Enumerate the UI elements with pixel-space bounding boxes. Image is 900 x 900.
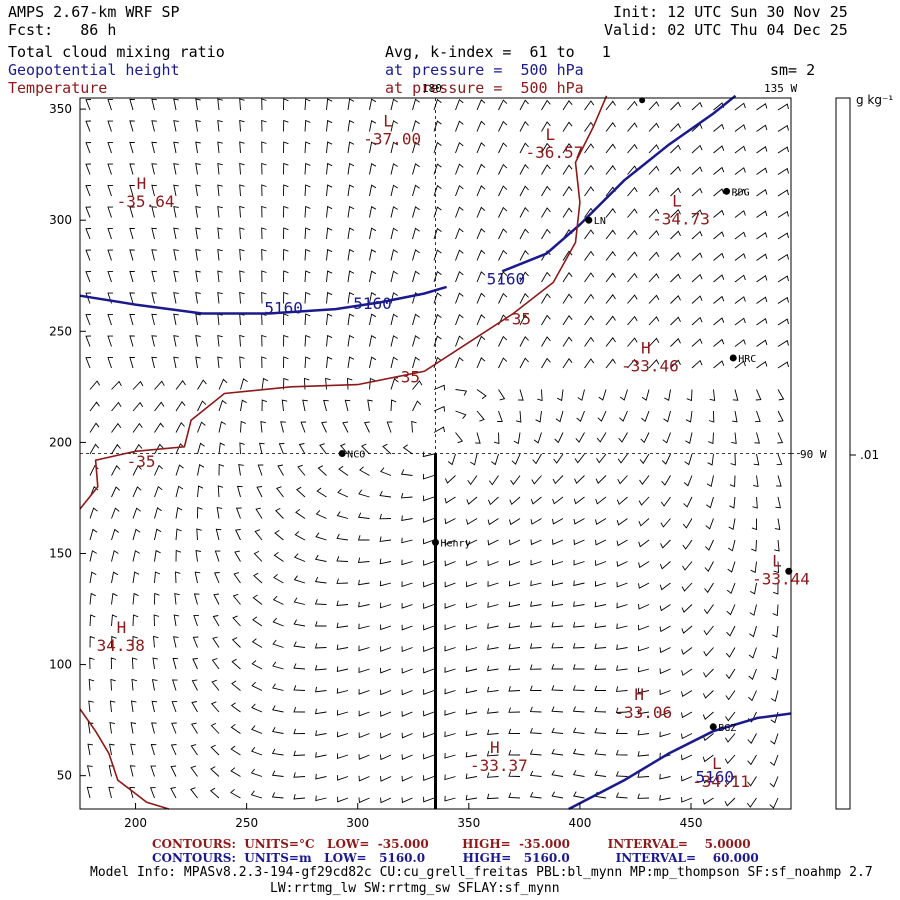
extremum-letter: L	[383, 112, 393, 131]
y-tick-label: 50	[57, 769, 72, 783]
x-tick-label: 250	[235, 816, 258, 830]
extremum-letter: L	[772, 552, 782, 571]
extremum-letter: H	[490, 738, 500, 757]
height-contour-label: 5160	[487, 270, 526, 289]
station-dot	[338, 450, 346, 457]
temp-contour-label: -35	[391, 367, 420, 386]
pressure-height: at pressure = 500 hPa	[385, 61, 584, 79]
longitude-180: 180	[422, 82, 442, 95]
extremum-letter: H	[634, 685, 644, 704]
plot-frame	[79, 97, 792, 810]
wind-barbs	[85, 98, 789, 809]
station-label: HRC	[738, 354, 756, 365]
x-tick-label: 300	[346, 816, 369, 830]
extremum-value: -33.06	[614, 703, 672, 722]
height-contour-west	[79, 285, 447, 315]
temp-contour-label: -35	[502, 310, 531, 329]
extremum-value: -33.46	[621, 356, 679, 375]
station-label: RDG	[732, 187, 750, 198]
extremum-letter: H	[137, 174, 147, 193]
extremum-letter: L	[672, 192, 682, 211]
station-label: NCO	[347, 450, 365, 461]
init-time: Init: 12 UTC Sun 30 Nov 25	[613, 3, 848, 21]
valid-time: Valid: 02 UTC Thu 04 Dec 25	[604, 21, 848, 39]
x-tick-label: 200	[124, 816, 147, 830]
y-tick-label: 150	[49, 546, 72, 560]
colorbar-tick-label: .01	[860, 448, 879, 462]
station-dot	[585, 216, 593, 224]
station-label: BGZ	[718, 723, 736, 734]
barb-field	[85, 98, 789, 809]
extremum-letter: H	[641, 338, 651, 357]
station-label: Henry	[441, 538, 471, 549]
extremum-value: -37.00	[363, 130, 421, 149]
extremum-value: -33.37	[470, 756, 528, 775]
extremum-letter: H	[117, 618, 127, 637]
colorbar-unit: g kg⁻¹	[856, 93, 893, 107]
longitude-90w: 90 W	[800, 448, 827, 461]
station-dot	[639, 97, 646, 104]
extremum-letter: L	[545, 125, 555, 144]
pressure-temp: at pressure = 500 hPa	[385, 79, 584, 97]
model-title: AMPS 2.67-km WRF SP	[8, 3, 180, 21]
x-tick-label: 450	[680, 816, 703, 830]
extremum-value: -36.57	[525, 143, 583, 162]
station-label: LN	[594, 216, 606, 227]
model-info: Model Info: MPASv8.2.3-194-gf29cd82c CU:…	[90, 865, 873, 880]
avg-k-index: Avg, k-index = 61 to 1	[385, 43, 611, 61]
extremum-value: -34.11	[692, 772, 750, 791]
station-dot	[709, 723, 717, 731]
footer-height-contours: CONTOURS: UNITS=m LOW= 5160.0 HIGH= 5160…	[152, 851, 759, 865]
y-tick-label: 300	[49, 213, 72, 227]
lat-lon-grid	[80, 98, 801, 809]
station-dot	[729, 354, 737, 362]
extremum-letter: L	[712, 754, 722, 773]
forecast-hour: Fcst: 86 h	[8, 21, 117, 39]
contours: 5160 5160 5160 5160 -35 -35 -35	[79, 94, 792, 811]
footer-temp-contours: CONTOURS: UNITS=°C LOW= -35.000 HIGH= -3…	[152, 837, 751, 851]
extremum-value: -35.64	[117, 192, 175, 211]
station-dot	[432, 538, 439, 546]
model-info-2: LW:rrtmg_lw SW:rrtmg_sw SFLAY:sf_mynn	[270, 881, 560, 896]
extremum-value: -33.44	[752, 570, 810, 589]
axis-ticks: 200 250 300 350 400 450 350 300 250 200 150 100 50	[49, 102, 702, 830]
extrema-labels: L-37.00 L-36.57H-35.64 L-34.73H-33.46H34.3…	[97, 112, 810, 791]
temp-contour-main	[79, 95, 608, 510]
height-contour-ne	[501, 94, 737, 273]
height-contour-se	[568, 712, 792, 811]
temp-contour-sw	[79, 708, 170, 810]
height-contour-label: 5160	[264, 299, 303, 318]
x-tick-label: 400	[568, 816, 591, 830]
smoothing: sm= 2	[770, 61, 816, 79]
longitude-135w: 135 W	[764, 82, 798, 95]
x-tick-label: 350	[457, 816, 480, 830]
height-contour-label: 5160	[695, 767, 734, 786]
y-tick-label: 200	[49, 435, 72, 449]
height-contour-label: 5160	[353, 294, 392, 313]
temp-contour-label: -35	[127, 452, 156, 471]
field-geopotential: Geopotential height	[8, 61, 180, 79]
station-dot	[723, 187, 731, 195]
y-tick-label: 100	[49, 658, 72, 672]
extremum-value: -34.73	[652, 210, 710, 229]
field-temperature: Temperature	[8, 79, 108, 97]
y-tick-label: 250	[49, 324, 72, 338]
y-tick-label: 350	[49, 102, 72, 116]
colorbar	[835, 97, 851, 810]
field-cloud-mixing: Total cloud mixing ratio	[8, 43, 225, 61]
extremum-value: 34.38	[97, 636, 145, 655]
